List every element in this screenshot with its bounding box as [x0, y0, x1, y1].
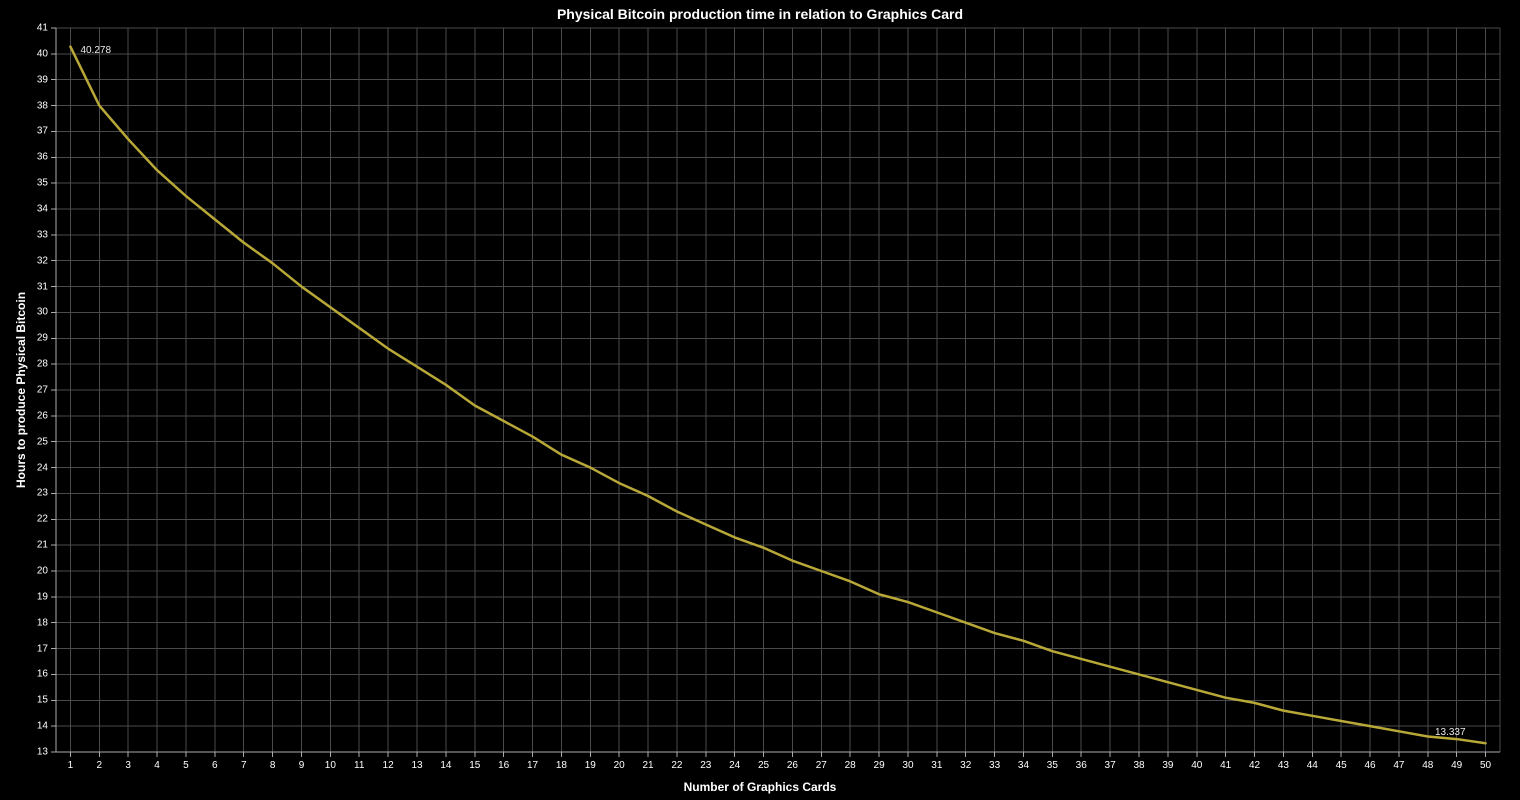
y-tick-label: 37 — [37, 126, 48, 137]
x-tick-label: 3 — [125, 760, 131, 771]
x-tick-label: 9 — [299, 760, 305, 771]
y-tick-label: 25 — [37, 436, 48, 447]
y-tick-label: 32 — [37, 255, 48, 266]
y-tick-label: 16 — [37, 669, 48, 680]
data-point-label: 13.337 — [1435, 727, 1466, 738]
x-tick-label: 26 — [787, 760, 798, 771]
x-tick-label: 19 — [585, 760, 596, 771]
x-tick-label: 17 — [527, 760, 538, 771]
x-tick-label: 43 — [1278, 760, 1289, 771]
y-tick-label: 23 — [37, 488, 48, 499]
y-tick-label: 22 — [37, 514, 48, 525]
y-tick-label: 34 — [37, 204, 48, 215]
x-tick-label: 46 — [1364, 760, 1375, 771]
x-tick-label: 41 — [1220, 760, 1231, 771]
x-tick-label: 18 — [556, 760, 567, 771]
x-tick-label: 22 — [671, 760, 682, 771]
x-tick-label: 27 — [816, 760, 827, 771]
x-tick-label: 15 — [469, 760, 480, 771]
y-tick-label: 29 — [37, 333, 48, 344]
chart-plot-area — [0, 0, 1520, 800]
y-tick-label: 13 — [37, 747, 48, 758]
x-tick-label: 37 — [1105, 760, 1116, 771]
y-tick-label: 35 — [37, 178, 48, 189]
y-tick-label: 38 — [37, 100, 48, 111]
y-tick-label: 14 — [37, 721, 48, 732]
y-tick-label: 15 — [37, 695, 48, 706]
y-tick-label: 24 — [37, 462, 48, 473]
x-tick-label: 10 — [325, 760, 336, 771]
x-tick-label: 16 — [498, 760, 509, 771]
y-tick-label: 21 — [37, 540, 48, 551]
y-tick-label: 33 — [37, 229, 48, 240]
x-tick-label: 30 — [902, 760, 913, 771]
x-tick-label: 6 — [212, 760, 218, 771]
x-tick-label: 8 — [270, 760, 276, 771]
y-tick-label: 31 — [37, 281, 48, 292]
x-tick-label: 42 — [1249, 760, 1260, 771]
x-tick-label: 1 — [68, 760, 74, 771]
x-tick-label: 31 — [931, 760, 942, 771]
x-tick-label: 25 — [758, 760, 769, 771]
x-tick-label: 4 — [154, 760, 160, 771]
y-tick-label: 26 — [37, 410, 48, 421]
x-tick-label: 36 — [1076, 760, 1087, 771]
x-tick-label: 29 — [874, 760, 885, 771]
x-tick-label: 33 — [989, 760, 1000, 771]
x-tick-label: 35 — [1047, 760, 1058, 771]
x-tick-label: 2 — [97, 760, 103, 771]
y-tick-label: 30 — [37, 307, 48, 318]
x-tick-label: 7 — [241, 760, 247, 771]
y-tick-label: 19 — [37, 591, 48, 602]
y-tick-label: 17 — [37, 643, 48, 654]
x-tick-label: 20 — [614, 760, 625, 771]
x-tick-label: 39 — [1162, 760, 1173, 771]
x-tick-label: 38 — [1133, 760, 1144, 771]
x-tick-label: 21 — [642, 760, 653, 771]
x-tick-label: 24 — [729, 760, 740, 771]
x-tick-label: 14 — [440, 760, 451, 771]
y-tick-label: 27 — [37, 385, 48, 396]
x-tick-label: 50 — [1480, 760, 1491, 771]
x-tick-label: 28 — [845, 760, 856, 771]
x-tick-label: 45 — [1336, 760, 1347, 771]
x-tick-label: 11 — [354, 760, 364, 771]
data-series-line — [70, 47, 1485, 744]
x-tick-label: 48 — [1422, 760, 1433, 771]
x-tick-label: 40 — [1191, 760, 1202, 771]
x-tick-label: 32 — [960, 760, 971, 771]
x-tick-label: 34 — [1018, 760, 1029, 771]
y-tick-label: 36 — [37, 152, 48, 163]
x-tick-label: 49 — [1451, 760, 1462, 771]
y-tick-label: 41 — [37, 23, 48, 34]
y-tick-label: 20 — [37, 566, 48, 577]
x-tick-label: 44 — [1307, 760, 1318, 771]
y-tick-label: 39 — [37, 74, 48, 85]
y-tick-label: 18 — [37, 617, 48, 628]
x-tick-label: 5 — [183, 760, 189, 771]
x-tick-label: 23 — [700, 760, 711, 771]
x-tick-label: 12 — [383, 760, 394, 771]
y-tick-label: 28 — [37, 359, 48, 370]
x-tick-label: 47 — [1393, 760, 1404, 771]
x-tick-label: 13 — [411, 760, 422, 771]
data-point-label: 40.278 — [80, 45, 111, 56]
y-tick-label: 40 — [37, 48, 48, 59]
